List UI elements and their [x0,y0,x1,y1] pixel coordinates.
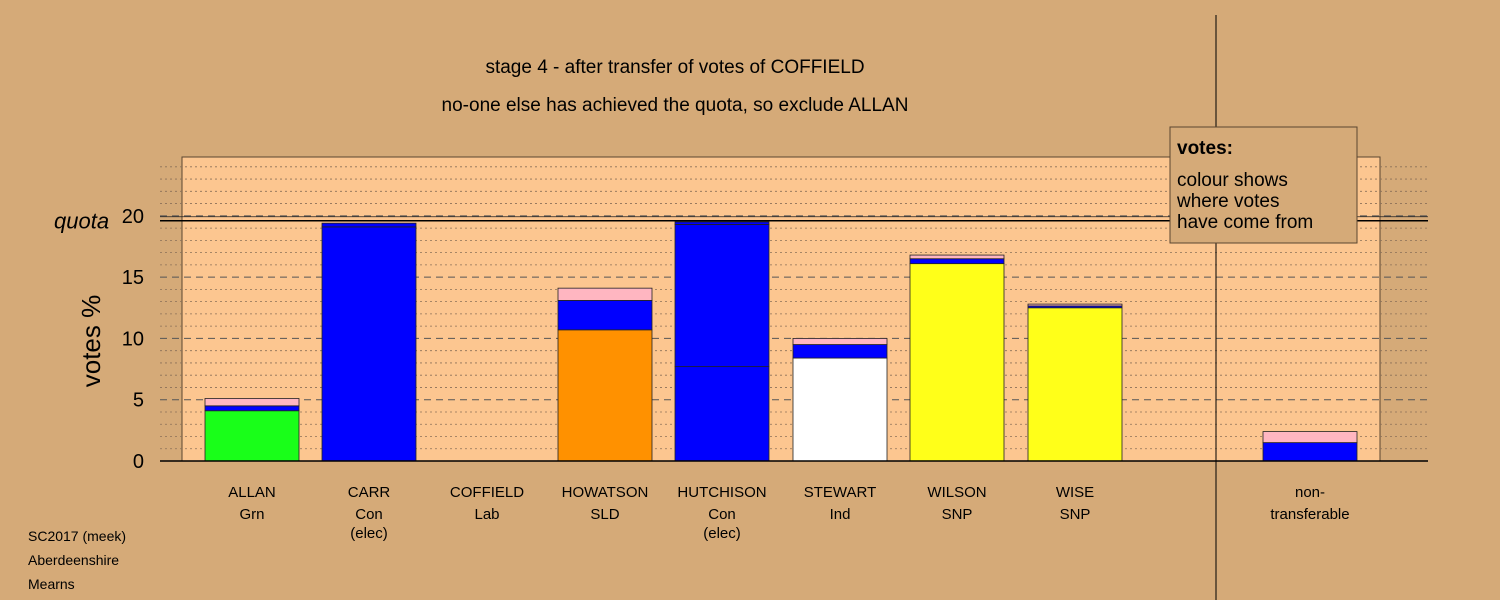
candidate-name: WISE [1056,484,1094,501]
bar-stewart-segment-con [792,344,888,359]
bar-howatson-segment-sld [557,329,653,462]
x-axis-labels: ALLAN Grn CARR Con (elec) COFFIELD Lab HOWATSON… [228,484,1349,542]
legend-line: colour shows [1177,170,1288,191]
chart-title: stage 4 - after transfer of votes of COF… [485,57,864,78]
legend-line: have come from [1177,212,1313,233]
bar-wilson-segment-snp [909,263,1005,462]
candidate-status: (elec) [703,525,741,542]
y-tick-label: 10 [122,328,144,350]
bar-allan-segment-con [204,405,300,412]
bar-stewart-segment-lab [792,338,888,345]
bar-allan-segment-lab [204,398,300,407]
candidate-party: SNP [1060,506,1091,523]
bar-carr-segment-con [321,222,417,228]
bar-allan-segment-grn [204,410,300,462]
candidate-party: SLD [590,506,619,523]
quota-label: quota [54,209,109,234]
legend-box: votes: colour shows where votes have com… [1169,126,1358,244]
candidate-party: Con [708,506,736,523]
candidate-party: Lab [474,506,499,523]
y-axis-label: votes % [76,295,106,388]
candidate-name: WILSON [927,484,986,501]
bar-wilson-segment-con [909,258,1005,265]
bar-wilson-segment-lab [909,254,1005,260]
footer-line: SC2017 (meek) [28,528,126,544]
bar-hutchison-segment-con [674,366,770,462]
bar-howatson-segment-con [557,300,653,331]
bar-carr-segment-con [321,226,417,462]
legend-frame [1169,126,1358,244]
candidate-party: Con [355,506,383,523]
candidate-party: Ind [830,506,851,523]
y-tick-label: 5 [133,390,144,412]
candidate-name: ALLAN [228,484,276,501]
nontransferable-label: transferable [1270,506,1349,523]
bar-wise-segment-snp [1027,307,1123,462]
chart-subtitle: no-one else has achieved the quota, so e… [442,95,909,116]
y-tick-label: 15 [122,267,144,289]
candidate-name: HUTCHISON [677,484,766,501]
footer-line: Mearns [28,576,75,592]
candidate-party: Grn [239,506,264,523]
candidate-name: CARR [348,484,391,501]
bar-howatson-segment-lab [557,287,653,301]
footer-line: Aberdeenshire [28,552,119,568]
bar-nontransferable-segment-con [1262,442,1358,462]
candidate-status: (elec) [350,525,388,542]
bar-hutchison-segment-con [674,221,770,225]
y-axis: 0 5 10 15 20 quota [54,206,144,473]
candidate-name: STEWART [804,484,877,501]
bars [204,221,1358,462]
y-tick-label: 20 [122,206,144,228]
y-tick-label: 0 [133,451,144,473]
bar-hutchison-segment-con [674,224,770,368]
legend-line: where votes [1176,191,1279,212]
legend-title: votes: [1177,138,1233,159]
candidate-name: HOWATSON [562,484,649,501]
candidate-party: SNP [942,506,973,523]
bar-stewart-segment-ind [792,357,888,462]
bar-wise-segment-lab [1027,303,1123,307]
nontransferable-label: non- [1295,484,1325,501]
candidate-name: COFFIELD [450,484,524,501]
bar-nontransferable-segment-lab [1262,431,1358,444]
footer: SC2017 (meek) Aberdeenshire Mearns [28,528,126,592]
